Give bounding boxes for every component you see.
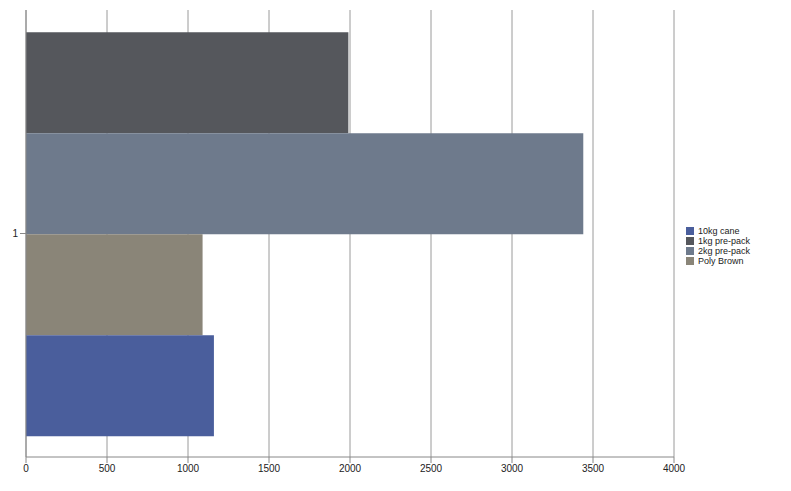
svg-text:500: 500 bbox=[99, 463, 116, 474]
svg-text:4000: 4000 bbox=[663, 463, 686, 474]
svg-text:3500: 3500 bbox=[582, 463, 605, 474]
html-text:2kg pre-pack: 2kg pre-pack bbox=[698, 245, 750, 256]
svg-text:2000: 2000 bbox=[339, 463, 362, 474]
svg-text:2500: 2500 bbox=[420, 463, 443, 474]
html-text:1kg pre-pack: 1kg pre-pack bbox=[698, 235, 750, 246]
svg-text:3000: 3000 bbox=[501, 463, 524, 474]
svg-text:1500: 1500 bbox=[258, 463, 281, 474]
svg-text:1000: 1000 bbox=[177, 463, 200, 474]
html-text:Poly Brown: Poly Brown bbox=[698, 255, 744, 266]
svg-text:0: 0 bbox=[23, 463, 29, 474]
svg-text:1: 1 bbox=[12, 228, 18, 239]
html-text:10kg cane: 10kg cane bbox=[698, 225, 740, 236]
